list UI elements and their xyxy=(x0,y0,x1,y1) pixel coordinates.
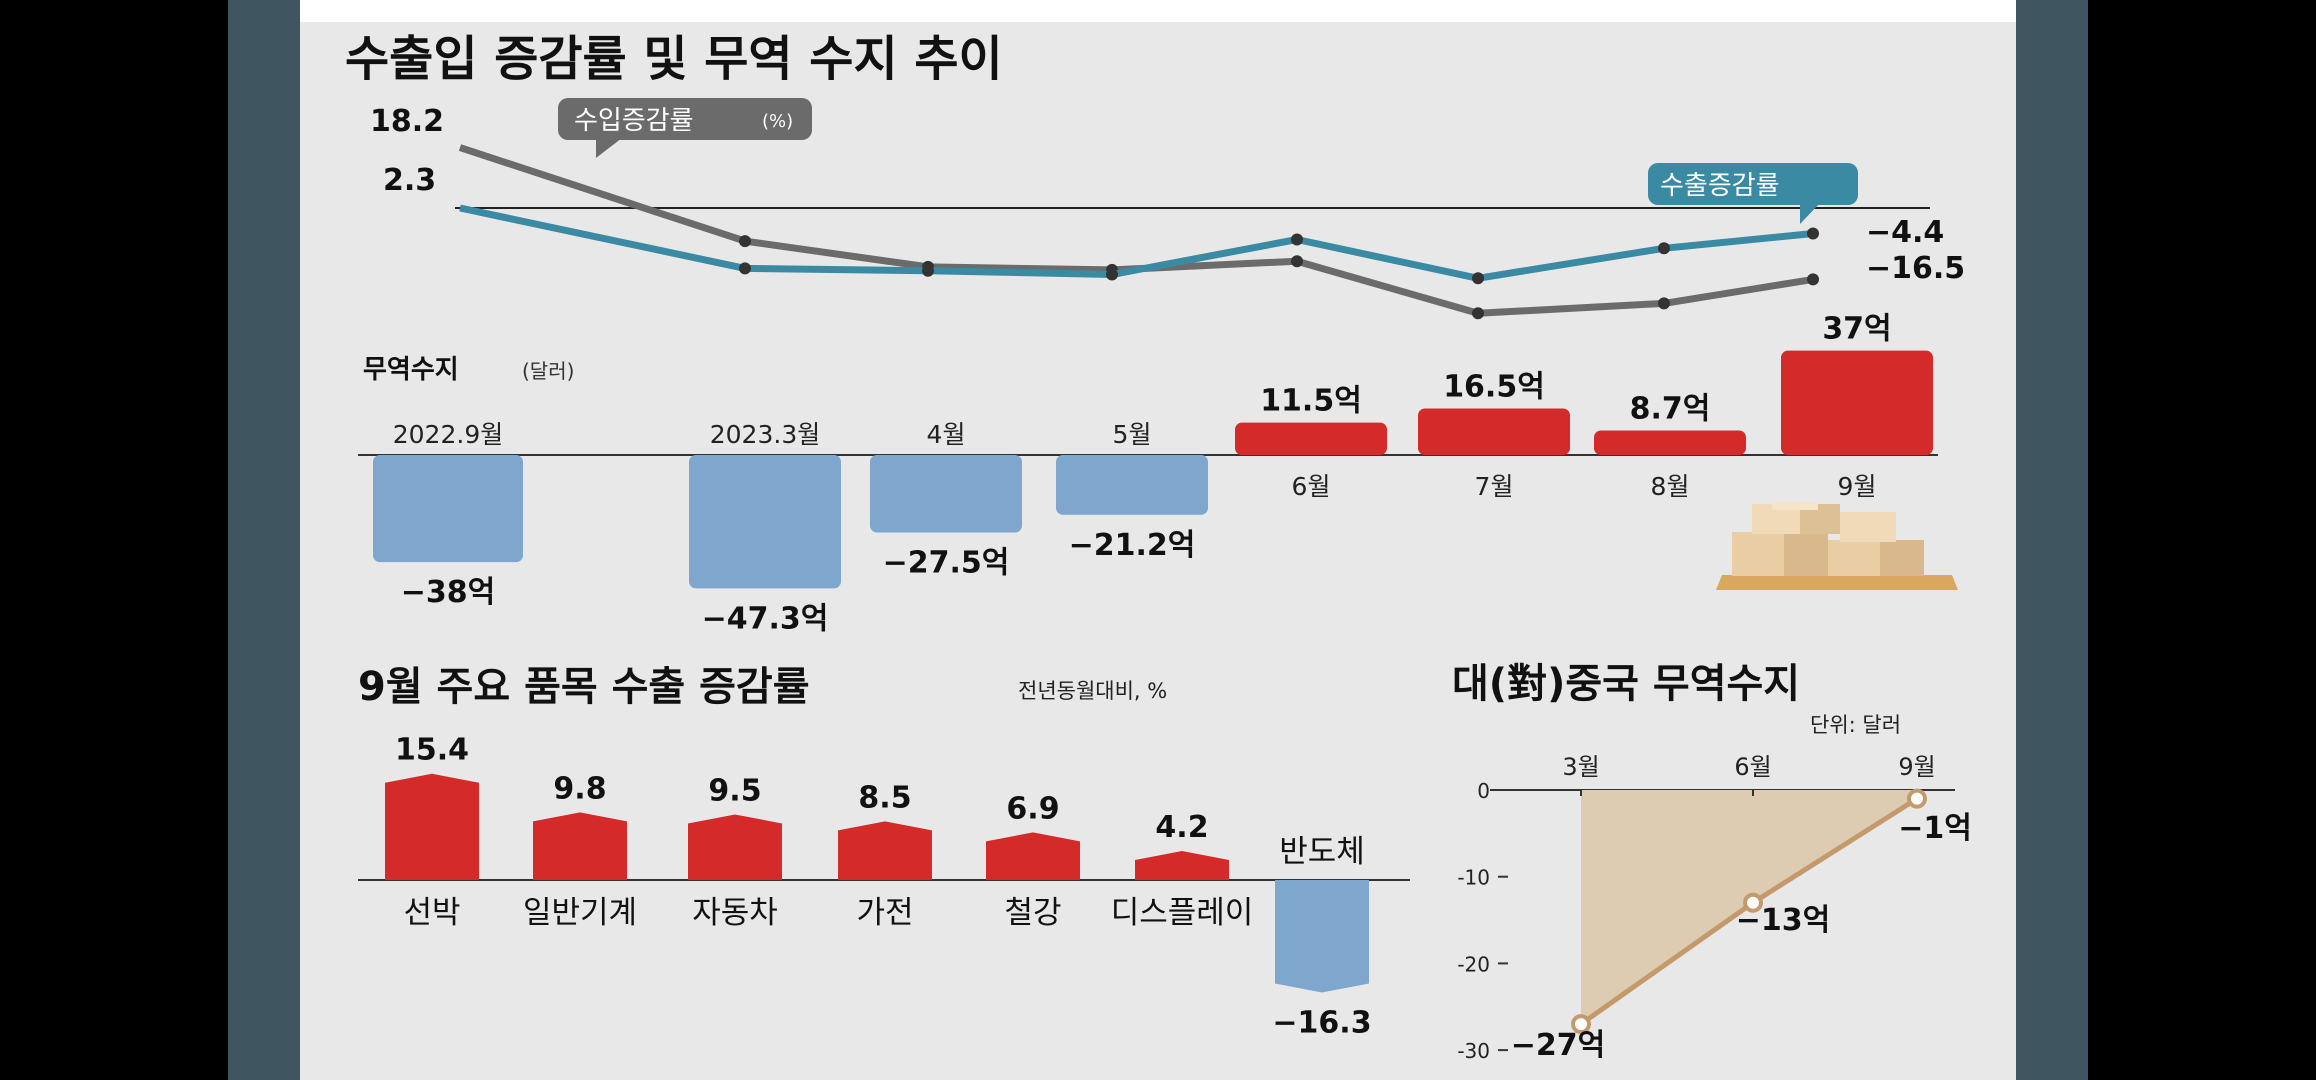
item-bar xyxy=(838,821,932,880)
trade-balance-bars: −38억 2022.9월 −47.3억 2023.3월 −27.5억 4월 −21.2억 5월… xyxy=(358,312,1938,636)
series-point xyxy=(739,262,751,275)
right-frame-bar xyxy=(2016,0,2088,1080)
item-value-label: 9.8 xyxy=(553,771,606,806)
balance-category-label: 5월 xyxy=(1113,420,1152,449)
series-line-export xyxy=(459,204,1814,282)
item-bar xyxy=(688,814,782,880)
item-category-label: 가전 xyxy=(856,895,913,931)
export-legend-label: 수출증감률 xyxy=(1660,171,1780,201)
balance-value-label: 11.5억 xyxy=(1260,384,1362,419)
balance-value-label: 37억 xyxy=(1822,312,1891,347)
china-point xyxy=(1743,892,1763,913)
item-value-label: 6.9 xyxy=(1006,791,1059,826)
china-balance-chart: 0 -10 -20 -30 3월 6월 9월 −27억 −13억 −1억 xyxy=(1457,753,1971,1063)
import-legend-callout: 수입증감률 (%) xyxy=(558,98,812,158)
import-start-label: 18.2 xyxy=(370,104,444,139)
china-unit: 단위: 달러 xyxy=(1810,713,1901,737)
balance-category-label: 6월 xyxy=(1292,472,1331,501)
balance-category-label: 2022.9월 xyxy=(393,420,503,449)
china-ytick-label: -20 xyxy=(1457,952,1490,976)
balance-category-label: 2023.3월 xyxy=(710,420,820,449)
balance-value-label: −21.2억 xyxy=(1069,528,1196,563)
import-legend-label: 수입증감률 xyxy=(574,106,694,136)
balance-value-label: −38억 xyxy=(401,575,496,610)
export-items-title: 9월 주요 품목 수출 증감률 xyxy=(358,664,810,710)
balance-category-label: 8월 xyxy=(1651,472,1690,501)
export-start-label: 2.3 xyxy=(383,163,436,198)
item-bar xyxy=(533,812,627,880)
series-point xyxy=(922,264,934,277)
balance-bar xyxy=(1235,422,1387,455)
left-frame-bar xyxy=(228,0,300,1080)
item-value-label: 15.4 xyxy=(395,733,469,768)
china-ytick-label: -10 xyxy=(1457,866,1490,890)
balance-value-label: 8.7억 xyxy=(1630,391,1711,426)
china-value-label: −27억 xyxy=(1511,1028,1606,1063)
china-area xyxy=(1581,790,1917,1025)
series-line-import xyxy=(458,144,1814,317)
trade-balance-subtitle: 무역수지 xyxy=(363,355,459,385)
export-legend-callout: 수출증감률 xyxy=(1648,163,1858,224)
item-value-label: 8.5 xyxy=(858,780,911,815)
item-bar xyxy=(1135,851,1229,880)
top-border xyxy=(300,0,2016,22)
balance-category-label: 4월 xyxy=(927,420,966,449)
balance-bar xyxy=(1056,455,1208,515)
item-category-label: 일반기계 xyxy=(523,895,637,931)
series-point xyxy=(1472,307,1484,320)
balance-category-label: 9월 xyxy=(1838,472,1877,501)
balance-bar xyxy=(870,455,1022,533)
balance-value-label: −47.3억 xyxy=(702,601,829,636)
item-category-label: 디스플레이 xyxy=(1111,895,1254,931)
item-bar xyxy=(385,773,479,880)
balance-bar xyxy=(1418,408,1570,455)
china-xtick-label: 3월 xyxy=(1562,753,1599,781)
china-xtick-label: 6월 xyxy=(1734,753,1771,781)
series-point xyxy=(1291,255,1303,268)
china-point xyxy=(1571,1014,1591,1035)
growth-line-chart xyxy=(455,144,1930,320)
item-value-label: 9.5 xyxy=(708,773,761,808)
boxes-illustration xyxy=(1716,502,1958,590)
balance-bar xyxy=(373,455,523,563)
china-value-label: −13억 xyxy=(1736,903,1831,938)
balance-bar xyxy=(1781,350,1933,455)
series-point xyxy=(1658,297,1670,310)
export-end-label: −4.4 xyxy=(1866,215,1944,250)
item-bar xyxy=(986,832,1080,880)
item-category-label: 자동차 xyxy=(692,895,778,931)
balance-category-label: 7월 xyxy=(1475,472,1514,501)
balance-value-label: −27.5억 xyxy=(883,546,1010,581)
item-value-label: −16.3 xyxy=(1272,1005,1371,1040)
series-point xyxy=(1807,273,1819,286)
main-title: 수출입 증감률 및 무역 수지 추이 xyxy=(345,31,1003,87)
trade-balance-unit: (달러) xyxy=(522,359,574,383)
item-category-label: 철강 xyxy=(1004,895,1061,931)
item-export-bars: 15.4 선박 9.8 일반기계 9.5 자동차 8.5 가전 6.9 철강 4.2 디스플레이 −16… xyxy=(358,733,1410,1040)
balance-bar xyxy=(689,455,841,589)
series-point xyxy=(1291,233,1303,246)
balance-value-label: 16.5억 xyxy=(1443,369,1545,404)
series-point xyxy=(739,235,751,248)
china-ytick-label: 0 xyxy=(1477,779,1490,803)
series-point xyxy=(1106,268,1118,281)
item-category-label: 선박 xyxy=(403,895,460,931)
series-point xyxy=(1472,272,1484,285)
china-xtick-label: 9월 xyxy=(1898,753,1935,781)
china-title: 대(對)중국 무역수지 xyxy=(1452,661,1800,707)
china-point xyxy=(1907,788,1927,809)
item-value-label: 4.2 xyxy=(1155,810,1208,845)
series-point xyxy=(1658,242,1670,255)
import-legend-unit: (%) xyxy=(762,111,793,132)
item-category-label: 반도체 xyxy=(1279,834,1365,870)
export-items-unit: 전년동월대비, % xyxy=(1018,679,1167,703)
item-bar xyxy=(1275,880,1369,993)
china-ytick-label: -30 xyxy=(1457,1039,1490,1063)
china-value-label: −1억 xyxy=(1898,811,1972,846)
import-end-label: −16.5 xyxy=(1866,251,1965,286)
balance-bar xyxy=(1594,430,1746,455)
series-point xyxy=(1807,227,1819,240)
